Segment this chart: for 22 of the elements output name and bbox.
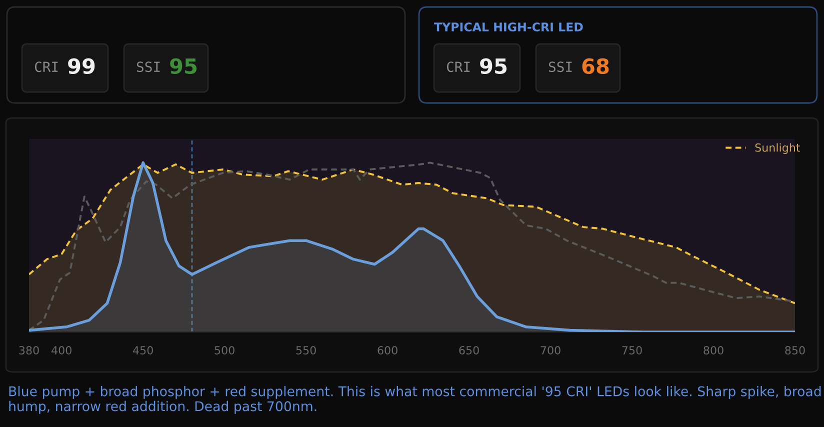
x-tick-label: 380	[19, 346, 39, 354]
x-tick-label: 550	[296, 346, 316, 354]
text: 68	[582, 58, 609, 74]
text: 95	[480, 58, 507, 74]
x-tick-label: 850	[785, 346, 805, 354]
text: CRI	[34, 62, 58, 72]
text: 95	[170, 58, 197, 74]
text: Blue pump + broad phosphor + red supplement. This is what most commercial '95 CRI' LEDs look like. Sharp spike, broad hump, narrow red addition. Dead past 700nm.	[9, 386, 821, 414]
text: SSI	[136, 62, 160, 72]
x-tick-label: 750	[622, 346, 642, 354]
x-tick-label: 600	[378, 346, 398, 354]
x-tick-label: 450	[133, 346, 153, 354]
x-tick-label: 650	[459, 346, 479, 354]
x-tick-label: 800	[704, 346, 724, 354]
text: SSI	[548, 62, 572, 72]
x-tick-label: 400	[52, 346, 72, 354]
text: TYPICAL HIGH-CRI LED	[434, 22, 583, 32]
legend-label: Sunlight	[755, 143, 800, 154]
x-tick-label: 700	[540, 346, 560, 354]
x-tick-label: 500	[214, 346, 234, 354]
text: 99	[68, 58, 95, 74]
text: CRI	[446, 62, 470, 72]
